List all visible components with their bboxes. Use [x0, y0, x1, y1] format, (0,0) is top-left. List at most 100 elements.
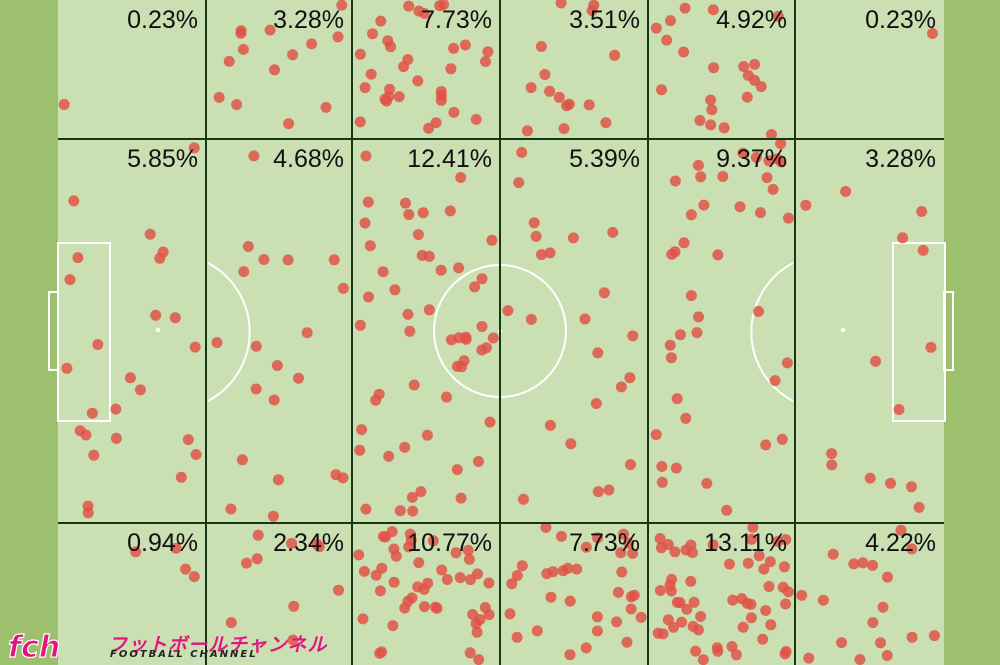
- zone-percentage: 0.23%: [865, 6, 936, 34]
- event-dot: [332, 31, 344, 43]
- event-dot: [353, 549, 365, 561]
- event-dot: [685, 209, 697, 221]
- event-dot: [225, 617, 237, 629]
- event-dot: [864, 472, 876, 484]
- event-dot: [80, 429, 92, 441]
- event-dot: [481, 342, 492, 354]
- event-dot: [354, 48, 366, 60]
- event-dot: [354, 319, 366, 331]
- event-dot: [415, 486, 427, 498]
- event-dot: [708, 62, 720, 74]
- event-dot: [451, 464, 463, 476]
- event-dot: [726, 641, 738, 652]
- event-dot: [707, 4, 719, 16]
- event-dot: [557, 565, 569, 577]
- event-dot: [800, 199, 812, 211]
- event-dot: [656, 84, 667, 96]
- event-dot: [721, 504, 733, 516]
- event-dot: [760, 439, 772, 451]
- event-dot: [269, 64, 280, 76]
- event-dot: [441, 391, 452, 403]
- event-dot: [336, 0, 348, 11]
- event-dot: [412, 229, 424, 241]
- event-dot: [544, 419, 556, 431]
- event-dot: [518, 493, 529, 505]
- event-dot: [615, 547, 627, 559]
- event-dot: [670, 462, 682, 474]
- zone-percentage: 9.37%: [716, 145, 787, 173]
- event-dot: [875, 637, 886, 649]
- event-dot: [718, 122, 730, 134]
- event-dot: [110, 403, 122, 415]
- event-dot: [763, 581, 775, 592]
- event-dot: [769, 375, 781, 387]
- event-dot: [374, 585, 386, 597]
- event-dot: [906, 543, 918, 555]
- right-goal: [943, 291, 954, 371]
- event-dot: [412, 75, 424, 87]
- event-dot: [755, 81, 767, 93]
- event-dot: [615, 381, 627, 393]
- event-dot: [328, 254, 340, 266]
- event-dot: [928, 630, 940, 642]
- event-dot: [360, 150, 372, 162]
- event-dot: [413, 5, 425, 17]
- right-penalty-arc: [750, 262, 794, 402]
- event-dot: [662, 614, 674, 626]
- event-dot: [423, 304, 435, 316]
- event-dot: [450, 547, 462, 559]
- football-channel-watermark: fch フットボールチャンネル FOOTBALL CHANNEL: [4, 629, 326, 663]
- event-dot: [741, 597, 753, 609]
- event-dot: [775, 138, 787, 150]
- event-dot: [618, 528, 630, 540]
- event-dot: [826, 448, 838, 460]
- event-dot: [625, 459, 636, 471]
- event-dot: [376, 646, 388, 658]
- event-dot: [377, 266, 389, 278]
- event-dot: [354, 116, 366, 128]
- event-dot: [724, 558, 735, 570]
- event-dot: [747, 521, 759, 533]
- event-dot: [705, 94, 717, 106]
- event-dot: [691, 327, 703, 339]
- left-penalty-spot: [155, 327, 161, 333]
- event-dot: [311, 538, 323, 550]
- event-dot: [730, 649, 742, 661]
- event-dot: [734, 201, 746, 213]
- event-dot: [474, 614, 486, 625]
- event-dot: [712, 249, 724, 261]
- fch-logo-text: fch: [8, 630, 60, 663]
- event-dot: [854, 654, 866, 665]
- event-dot: [394, 505, 406, 517]
- event-dot: [504, 608, 516, 620]
- event-dot: [706, 104, 718, 116]
- event-dot: [528, 217, 540, 229]
- event-dot: [541, 568, 553, 580]
- event-dot: [525, 82, 537, 94]
- event-dot: [150, 309, 162, 321]
- event-dot: [362, 196, 374, 208]
- event-dot: [665, 352, 677, 364]
- zone-percentage: 3.51%: [569, 6, 640, 34]
- event-dot: [406, 592, 418, 604]
- event-dot: [625, 591, 637, 603]
- event-dot: [124, 372, 136, 384]
- event-dot: [590, 398, 602, 409]
- event-dot: [531, 625, 543, 637]
- event-dot: [544, 85, 556, 97]
- event-dot: [387, 620, 399, 632]
- event-dot: [188, 142, 200, 154]
- event-dot: [444, 205, 456, 217]
- event-dot: [364, 240, 376, 252]
- event-dot: [451, 360, 463, 372]
- zone-percentage: 2.34%: [273, 529, 344, 557]
- zone-percentage: 10.77%: [407, 529, 492, 557]
- event-dot: [470, 113, 482, 125]
- event-dot: [235, 25, 247, 37]
- event-dot: [406, 491, 418, 503]
- event-dot: [882, 571, 893, 583]
- event-dot: [455, 492, 467, 504]
- watermark-japanese: フットボールチャンネル: [108, 634, 328, 656]
- event-dot: [412, 581, 424, 593]
- event-dot: [68, 195, 80, 207]
